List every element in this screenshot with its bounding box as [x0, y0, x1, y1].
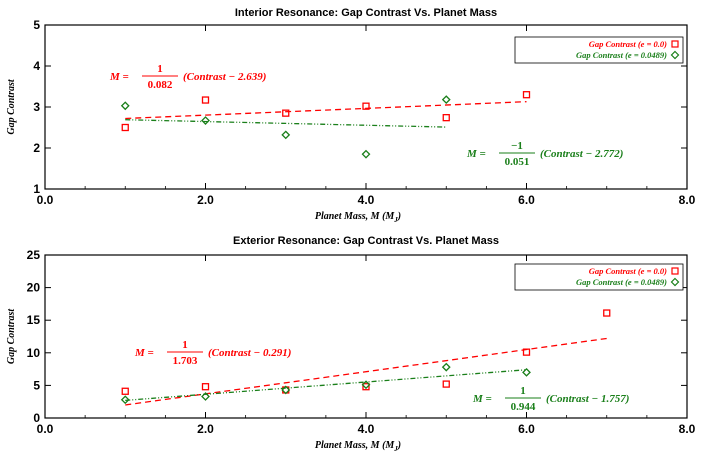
y-tick-label: 4: [33, 59, 40, 73]
legend-marker-diamond: [670, 277, 680, 287]
chart-exterior: Exterior Resonance: Gap Contrast Vs. Pla…: [6, 235, 696, 453]
legend: Gap Contrast (e = 0.0)Gap Contrast (e = …: [514, 36, 684, 64]
x-axis-label-subscript: J: [393, 445, 398, 453]
equation-rhs: (Contrast − 2.639): [183, 71, 266, 83]
series-e-0: [121, 91, 531, 132]
data-point: [201, 116, 210, 125]
legend-marker-square: [671, 40, 679, 48]
data-point: [442, 380, 450, 388]
equation-lhs: M =: [466, 148, 486, 160]
equation-lhs: M =: [109, 71, 129, 83]
legend-entry: Gap Contrast (e = 0.0): [589, 266, 667, 276]
data-point: [522, 348, 531, 356]
x-tick-label: 6.0: [518, 422, 535, 436]
equation-rhs: (Contrast − 1.757): [546, 393, 629, 405]
equation-denominator: 0.944: [511, 401, 536, 413]
x-tick-label: 0.0: [37, 193, 54, 207]
y-tick-label: 3: [33, 100, 40, 114]
y-tick-label: 20: [27, 281, 41, 295]
y-tick-label: 1: [33, 182, 40, 196]
fit-equation-e-0: M = 1 0.082 (Contrast − 2.639): [109, 63, 266, 91]
equation-lhs: M =: [134, 347, 154, 359]
x-tick-label: 4.0: [358, 193, 375, 207]
data-point: [201, 383, 210, 391]
legend-marker-square: [671, 267, 679, 275]
data-point: [441, 362, 451, 372]
data-point: [441, 95, 451, 105]
data-point: [120, 101, 130, 111]
fit-equation-e-0489: M = −1 0.051 (Contrast − 2.772): [466, 140, 623, 168]
x-tick-label: 0.0: [37, 422, 54, 436]
fit-line: [125, 119, 447, 128]
data-point: [362, 383, 370, 391]
data-point: [120, 395, 130, 405]
equation-numerator: 1: [182, 339, 188, 351]
data-point: [281, 385, 291, 395]
legend-box: [514, 36, 684, 64]
x-tick-label: 6.0: [518, 193, 535, 207]
data-point: [442, 114, 450, 122]
data-point: [121, 123, 129, 132]
chart-title: Interior Resonance: Gap Contrast Vs. Pla…: [235, 7, 497, 19]
equation-rhs: (Contrast − 0.291): [208, 347, 291, 359]
x-tick-label: 8.0: [679, 193, 696, 207]
y-tick-label: 25: [27, 248, 41, 262]
x-axis-label-paren: ): [397, 211, 401, 222]
data-point: [362, 102, 370, 110]
data-point: [522, 91, 531, 99]
data-point: [361, 380, 371, 390]
series-e-0489: [120, 362, 531, 405]
fit-equation-e-0: M = 1 1.703 (Contrast − 0.291): [134, 339, 291, 367]
data-point: [281, 130, 291, 140]
equation-numerator: 1: [520, 385, 526, 397]
x-axis-label-main: Planet Mass, M (M: [315, 440, 396, 451]
y-axis-label: Gap Contrast: [6, 78, 17, 135]
equation-numerator: −1: [511, 140, 523, 152]
chart-title: Exterior Resonance: Gap Contrast Vs. Pla…: [233, 235, 499, 247]
fit-line: [125, 101, 527, 120]
equation-denominator: 1.703: [173, 355, 198, 367]
legend: Gap Contrast (e = 0.0)Gap Contrast (e = …: [514, 263, 684, 291]
x-tick-label: 4.0: [358, 422, 375, 436]
legend-box: [514, 263, 684, 291]
x-tick-label: 2.0: [197, 422, 214, 436]
data-point: [282, 109, 290, 117]
x-tick-label: 2.0: [197, 193, 214, 207]
y-axis-label: Gap Contrast: [6, 308, 17, 365]
x-axis-label: Planet Mass, M (MJ): [315, 440, 401, 453]
series-e-0489: [120, 95, 451, 159]
data-point: [201, 392, 210, 401]
legend-entry: Gap Contrast (e = 0.0): [589, 39, 667, 49]
fit-line: [125, 369, 527, 402]
x-tick-label: 8.0: [679, 422, 696, 436]
y-tick-label: 10: [27, 346, 41, 360]
chart-interior: Interior Resonance: Gap Contrast Vs. Pla…: [6, 7, 696, 224]
y-tick-label: 15: [27, 313, 41, 327]
legend-entry: Gap Contrast (e = 0.0489): [576, 277, 667, 287]
equation-denominator: 0.051: [505, 156, 530, 168]
legend-marker-diamond: [670, 50, 680, 60]
equation-rhs: (Contrast − 2.772): [540, 148, 623, 160]
equation-numerator: 1: [157, 63, 163, 75]
data-point: [121, 387, 129, 395]
equation-lhs: M =: [472, 393, 492, 405]
data-point: [522, 367, 531, 377]
x-axis-label-paren: ): [397, 440, 401, 451]
x-axis-label-main: Planet Mass, M (M: [315, 211, 396, 222]
fit-equation-e-0489: M = 1 0.944 (Contrast − 1.757): [472, 385, 629, 413]
x-axis-label-subscript: J: [393, 216, 398, 224]
y-tick-label: 5: [33, 378, 40, 392]
data-point: [603, 309, 611, 317]
y-tick-label: 2: [33, 141, 40, 155]
x-axis-label: Planet Mass, M (MJ): [315, 211, 401, 224]
equation-denominator: 0.082: [148, 79, 173, 91]
legend-entry: Gap Contrast (e = 0.0489): [576, 50, 667, 60]
y-tick-label: 5: [33, 18, 40, 32]
data-point: [361, 149, 371, 159]
data-point: [201, 96, 210, 104]
y-tick-label: 0: [33, 411, 40, 425]
